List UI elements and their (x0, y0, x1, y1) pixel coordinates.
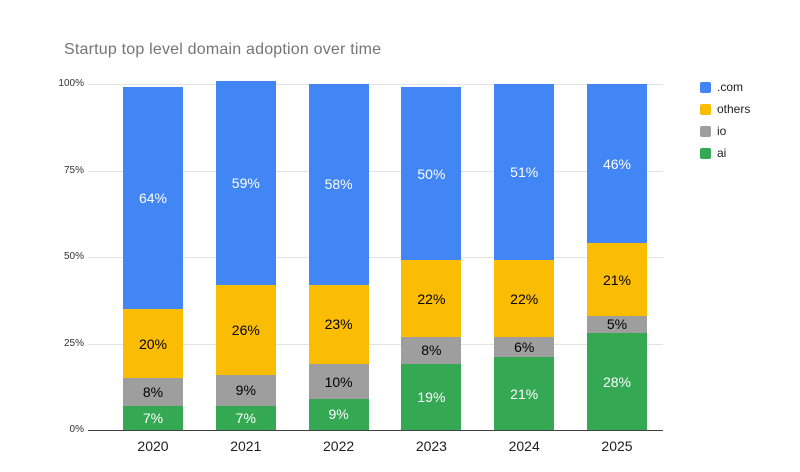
x-axis-category-label: 2025 (601, 438, 633, 454)
bar-segment-2024-io: 6% (494, 336, 555, 358)
data-label: 58% (324, 176, 353, 193)
data-label: 59% (231, 174, 260, 191)
data-label: 23% (324, 316, 353, 333)
legend-swatch-icon (700, 103, 711, 115)
gridline-0% (88, 430, 663, 431)
y-axis-tick-label: 75% (63, 164, 84, 176)
legend-item-ai: ai (700, 146, 750, 160)
bar-segment-2025-others: 21% (587, 243, 647, 316)
bar-2022: 9% 10% 23% 58% (308, 84, 369, 430)
data-label: 7% (142, 409, 164, 426)
bar-2024: 21% 6% 22% 51% (494, 84, 555, 430)
gridline-75% (88, 170, 663, 172)
data-label: 10% (324, 373, 353, 390)
data-label: 9% (328, 406, 349, 423)
data-label: 28% (602, 373, 632, 390)
y-axis-tick-label: 100% (58, 78, 84, 89)
data-label: 64% (138, 190, 168, 207)
y-axis-tick-label: 0% (69, 424, 84, 435)
bar-segment-2025-io: 5% (587, 315, 647, 334)
data-label: 51% (510, 164, 539, 181)
data-label: 20% (138, 335, 168, 352)
bar-segment-2020-.com: 64% (123, 87, 183, 309)
bar-segment-2023-ai: 19% (401, 364, 462, 430)
bar-segment-2020-ai: 7% (123, 405, 183, 430)
gridline-100% (88, 84, 663, 85)
data-label: 9% (235, 382, 256, 399)
data-label: 6% (514, 338, 535, 355)
data-label: 19% (417, 389, 446, 406)
bar-segment-2024-others: 22% (494, 260, 555, 337)
x-axis-category-label: 2020 (137, 438, 169, 454)
bar-segment-2024-ai: 21% (494, 357, 555, 430)
bar-segment-2022-io: 10% (308, 364, 369, 399)
x-axis-category-label: 2022 (323, 438, 355, 454)
data-label: 22% (417, 290, 446, 307)
bar-segment-2021-ai: 7% (215, 405, 276, 430)
bar-segment-2020-io: 8% (123, 378, 183, 406)
data-label: 26% (231, 321, 260, 338)
data-label: 21% (602, 271, 632, 288)
bar-segment-2023-io: 8% (401, 336, 462, 365)
legend-label: .com (717, 80, 744, 94)
bar-segment-2022-others: 23% (308, 284, 369, 365)
bar-2023: 19% 8% 22% 50% (401, 84, 462, 430)
legend-item-io: io (700, 124, 750, 138)
data-label: 50% (417, 165, 446, 182)
bar-segment-2025-.com: 46% (587, 84, 647, 244)
legend-swatch-icon (700, 125, 711, 137)
bar-2021: 7% 9% 26% 59% (215, 80, 276, 430)
data-label: 5% (606, 316, 628, 333)
bar-segment-2023-.com: 50% (401, 87, 462, 261)
x-axis-category-label: 2021 (230, 438, 262, 454)
data-label: 46% (602, 155, 632, 172)
bar-segment-2021-io: 9% (215, 374, 276, 406)
y-axis-tick-label: 25% (63, 337, 84, 349)
bar-segment-2021-others: 26% (215, 284, 276, 375)
legend-label: ai (717, 146, 727, 160)
data-label: 8% (421, 342, 442, 359)
gridline-25% (88, 343, 663, 345)
data-label: 21% (510, 385, 539, 402)
bar-segment-2021-.com: 59% (215, 80, 276, 285)
x-axis-category-label: 2023 (415, 438, 447, 454)
legend-item-com: .com (700, 80, 750, 94)
gridline-50% (88, 257, 663, 258)
data-label: 7% (235, 409, 256, 426)
legend-swatch-icon (700, 147, 711, 159)
data-label: 22% (510, 290, 539, 307)
bar-segment-2023-others: 22% (401, 260, 462, 337)
plot-area: 7% 8% 20% 64% 7% 9% 26% 59% 9% 10% 23% 58% 19% 8% 22% 5… (88, 80, 663, 431)
bar-2025: 28% 5% 21% 46% (587, 84, 647, 430)
bar-segment-2025-ai: 28% (587, 333, 647, 430)
chart-title: Startup top level domain adoption over t… (64, 41, 382, 58)
legend-swatch-icon (700, 81, 711, 93)
bar-segment-2024-.com: 51% (494, 84, 555, 261)
legend-label: others (717, 102, 751, 116)
bar-segment-2022-ai: 9% (308, 398, 369, 430)
chart-legend: .com others io ai (700, 80, 751, 169)
y-axis-tick-label: 50% (63, 251, 84, 262)
legend-item-others: others (700, 102, 751, 116)
bar-segment-2022-.com: 58% (308, 84, 369, 285)
data-label: 8% (142, 383, 164, 400)
x-axis-category-label: 2024 (508, 438, 540, 454)
bar-2020: 7% 8% 20% 64% (123, 84, 183, 430)
bar-segment-2020-others: 20% (123, 308, 183, 379)
legend-label: io (717, 124, 727, 138)
